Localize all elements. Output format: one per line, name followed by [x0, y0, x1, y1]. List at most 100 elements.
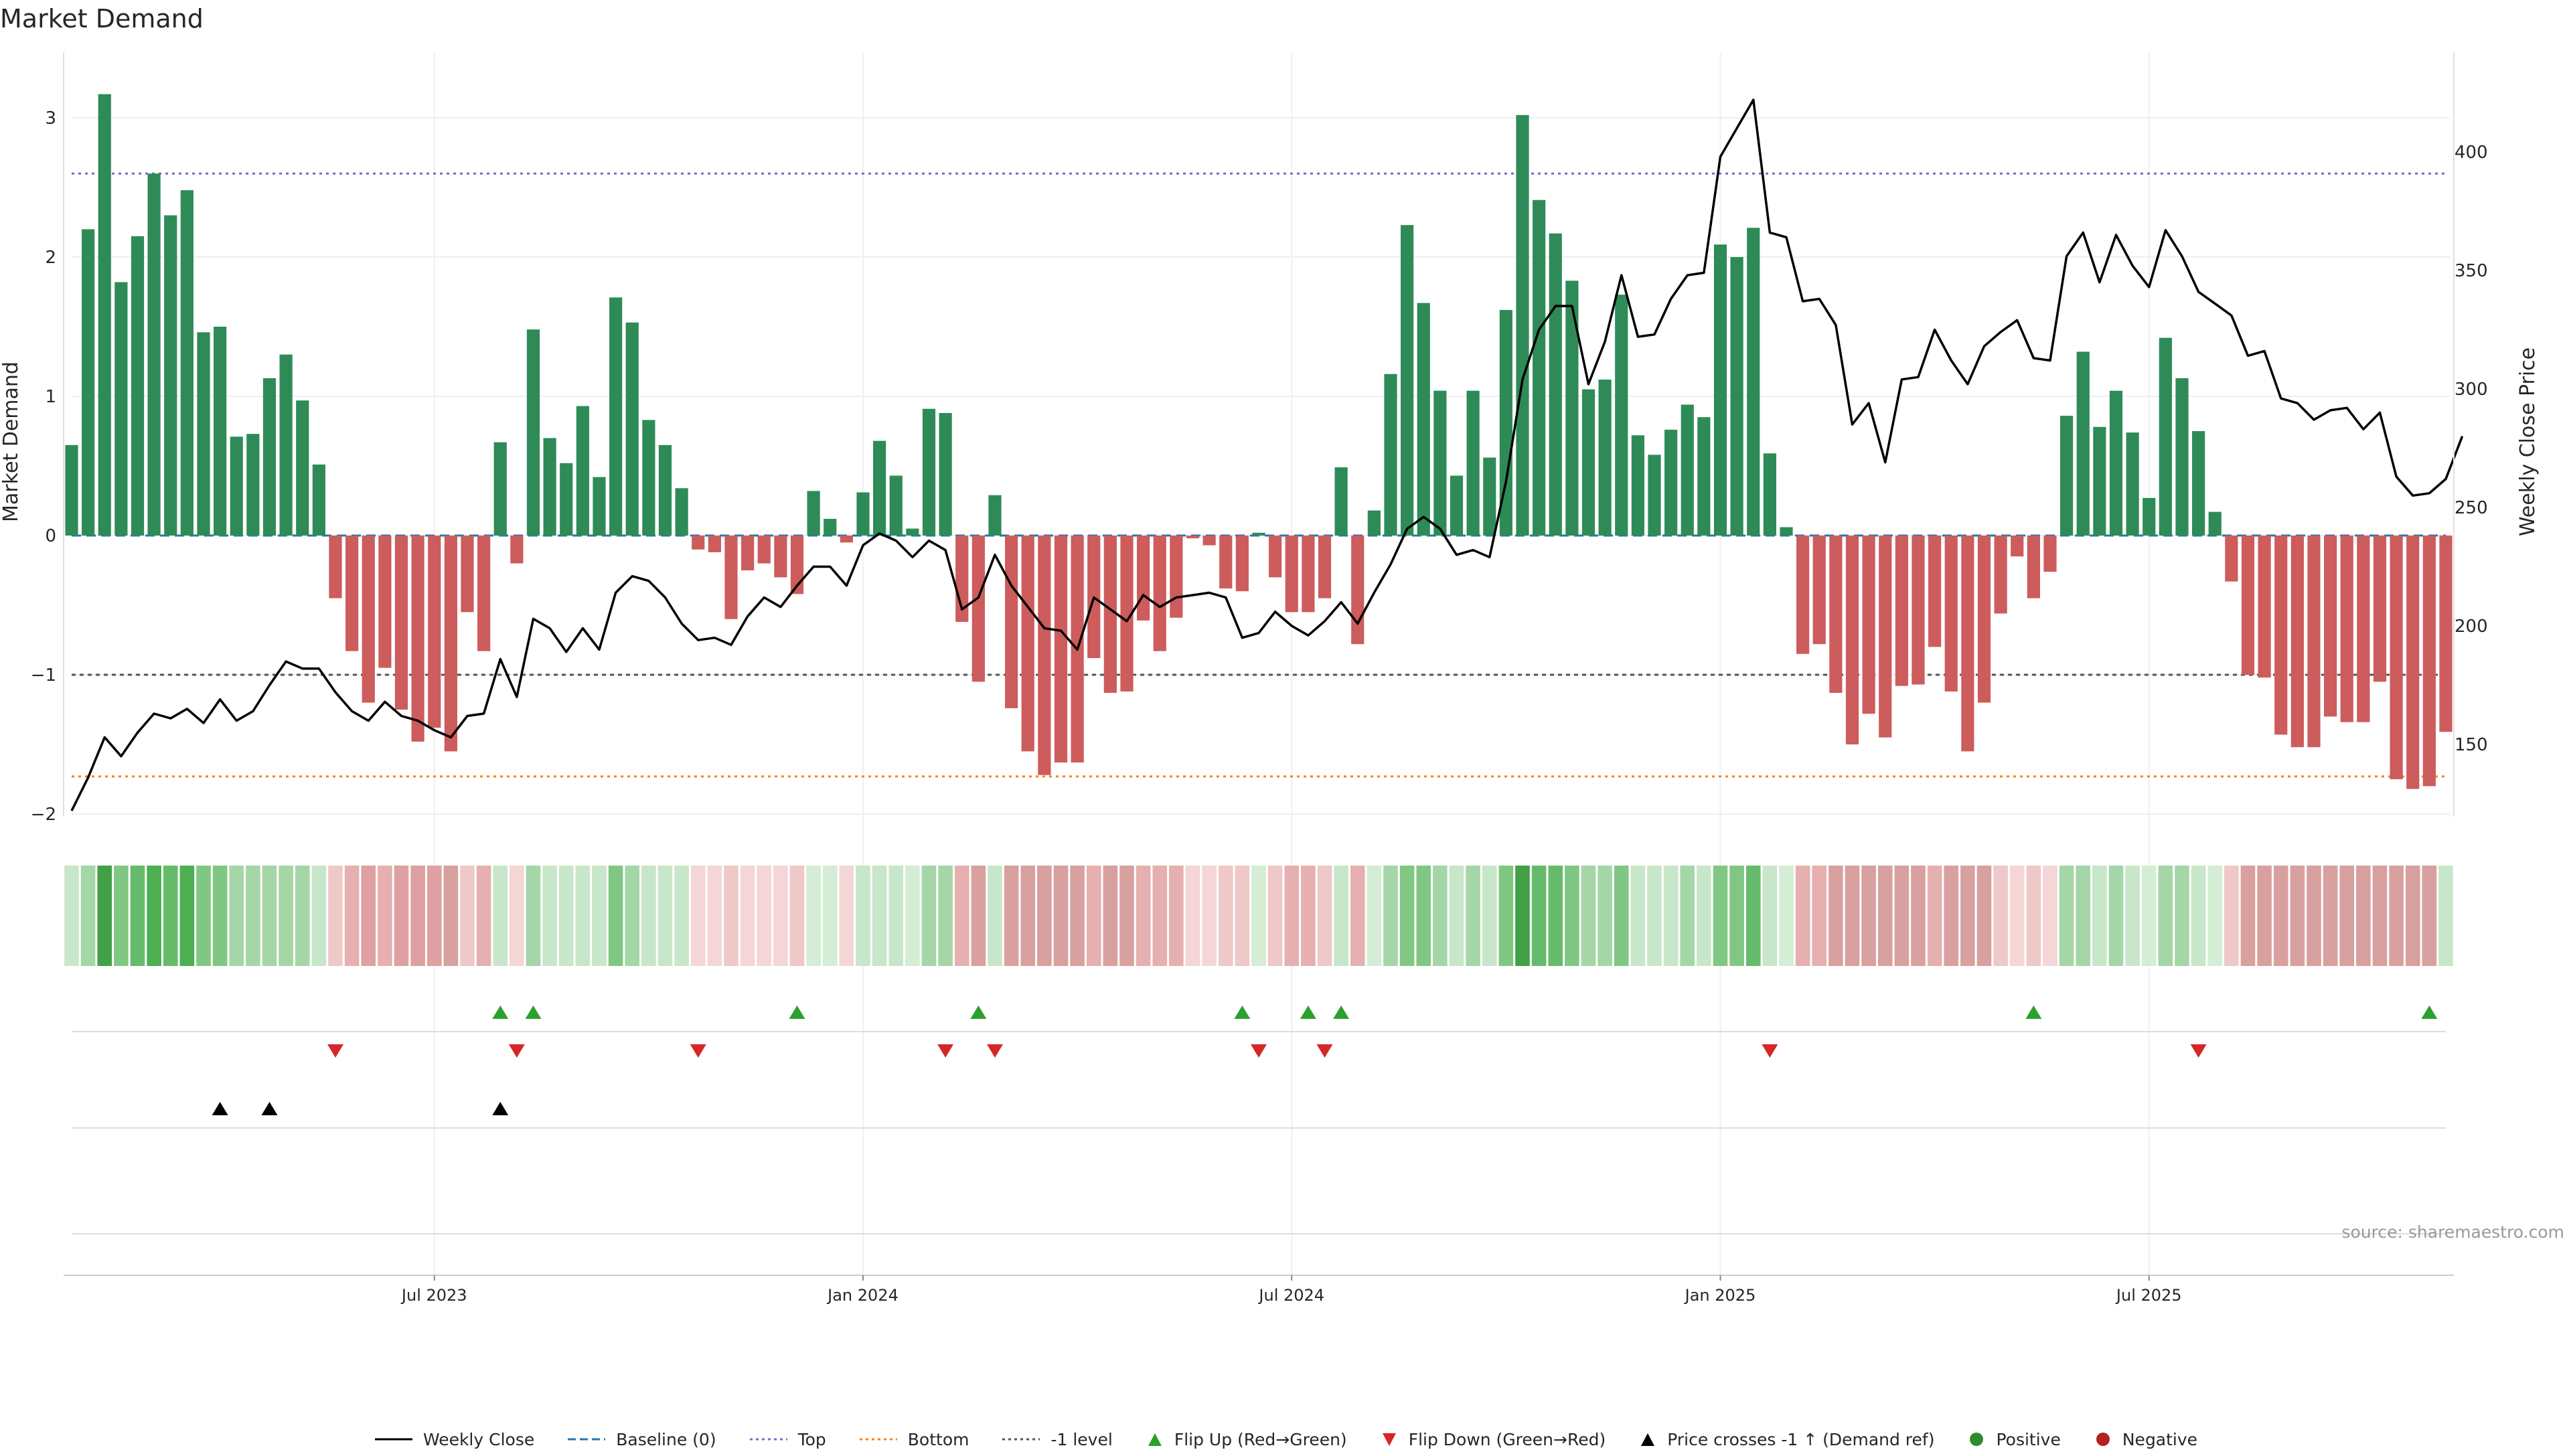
demand-bar — [873, 440, 886, 536]
demand-bar — [692, 536, 705, 550]
legend-item: Negative — [2093, 1429, 2197, 1449]
demand-strip-cell — [1334, 866, 1348, 966]
demand-bar — [1483, 457, 1496, 536]
legend-item: Top — [749, 1429, 826, 1449]
demand-strip-cell — [2092, 866, 2107, 966]
demand-strip-cell — [1647, 866, 1662, 966]
demand-strip-cell — [1433, 866, 1448, 966]
x-tick-label: Jul 2023 — [400, 1286, 467, 1305]
legend-label: Top — [797, 1429, 826, 1449]
demand-strip-cell — [1498, 866, 1514, 966]
demand-bar — [1994, 536, 2007, 614]
demand-bar — [1120, 536, 1134, 692]
demand-bar — [526, 329, 540, 536]
demand-bar — [2175, 378, 2189, 536]
demand-bar — [1664, 429, 1678, 536]
demand-strip-cell — [311, 866, 327, 966]
demand-strip-cell — [789, 866, 805, 966]
legend-swatch — [1970, 1433, 1984, 1446]
demand-strip-cell — [196, 866, 211, 966]
demand-strip-cell — [542, 866, 557, 966]
demand-strip-cell — [1894, 866, 1910, 966]
demand-strip-cell — [1169, 866, 1184, 966]
demand-bar — [1202, 536, 1216, 546]
demand-strip-cell — [2175, 866, 2189, 966]
demand-strip-cell — [1301, 866, 1316, 966]
flip-down-marker — [2190, 1044, 2207, 1058]
x-tick-label: Jan 2025 — [1684, 1286, 1756, 1305]
demand-bar — [411, 536, 424, 742]
demand-bar — [1054, 536, 1068, 763]
demand-strip-cell — [806, 866, 821, 966]
demand-strip-cell — [2009, 866, 2025, 966]
demand-strip-cell — [1284, 866, 1300, 966]
demand-strip-cell — [460, 866, 475, 966]
demand-strip-cell — [1416, 866, 1431, 966]
legend-item: Bottom — [858, 1429, 969, 1449]
demand-bar — [2060, 416, 2074, 536]
demand-strip-cell — [1070, 866, 1085, 966]
demand-strip-cell — [856, 866, 870, 966]
demand-bar — [197, 332, 210, 536]
legend-label: Baseline (0) — [616, 1429, 716, 1449]
axis-text: Jul 2023 Jan 2024 Jul 2024 Jan 2025 Jul 2025… — [0, 108, 2540, 1305]
legend-swatch — [1382, 1433, 1396, 1446]
source-note: source: sharemaestro.com — [2341, 1222, 2565, 1242]
demand-bar — [2290, 536, 2304, 748]
demand-bar — [642, 420, 655, 536]
demand-strip-cell — [1598, 866, 1612, 966]
demand-strip-cell — [872, 866, 887, 966]
demand-strip-cell — [361, 866, 376, 966]
demand-strip-cell — [510, 866, 524, 966]
demand-bar — [2274, 536, 2288, 735]
demand-strip-cell — [114, 866, 129, 966]
demand-strip-cell — [2141, 866, 2157, 966]
demand-strip-cell — [2438, 866, 2453, 966]
legend-label: Flip Down (Green→Red) — [1408, 1429, 1606, 1449]
demand-strip-cell — [97, 866, 112, 966]
demand-bar — [2357, 536, 2370, 722]
demand-bar — [1581, 389, 1595, 536]
legend-item: Baseline (0) — [566, 1429, 716, 1449]
demand-bar — [312, 464, 325, 536]
demand-strip-cell — [1976, 866, 1992, 966]
demand-bar — [428, 536, 441, 728]
price-cross-marker — [492, 1102, 509, 1115]
demand-bar — [1499, 310, 1512, 536]
demand-strip-cell — [426, 866, 442, 966]
demand-bar — [658, 444, 672, 536]
demand-bar — [345, 536, 359, 651]
demand-strip-cell — [1581, 866, 1596, 966]
demand-bar — [1845, 536, 1859, 744]
demand-bar — [279, 354, 293, 536]
demand-strip-cell — [526, 866, 541, 966]
right-y-tick-label: 400 — [2455, 143, 2488, 163]
demand-bar — [1103, 536, 1117, 694]
right-y-tick-label: 200 — [2455, 617, 2488, 637]
legend-label: Flip Up (Red→Green) — [1174, 1429, 1347, 1449]
demand-strip-cell — [1251, 866, 1266, 966]
demand-bar — [131, 236, 145, 536]
demand-bar — [477, 536, 491, 651]
demand-strip-cell — [1152, 866, 1168, 966]
demand-bar — [461, 536, 474, 613]
left-y-tick-label: 3 — [45, 108, 56, 129]
demand-bar — [675, 488, 688, 536]
demand-strip-cell — [262, 866, 277, 966]
demand-strip-cell — [971, 866, 986, 966]
demand-bar — [444, 536, 457, 752]
demand-strip-cell — [1845, 866, 1860, 966]
demand-bar — [2208, 511, 2222, 536]
demand-bar — [1186, 536, 1200, 539]
demand-strip-cell — [1630, 866, 1646, 966]
flip-up-marker — [1300, 1005, 1316, 1019]
legend-item: Price crosses -1 ↑ (Demand ref) — [1638, 1429, 1934, 1449]
demand-bar — [1021, 536, 1034, 752]
demand-bar — [1334, 467, 1348, 536]
demand-bar — [246, 434, 260, 536]
demand-strip-cell — [476, 866, 491, 966]
demand-bar — [1615, 295, 1628, 536]
demand-bar — [1351, 536, 1365, 645]
demand-bar — [1318, 536, 1332, 598]
